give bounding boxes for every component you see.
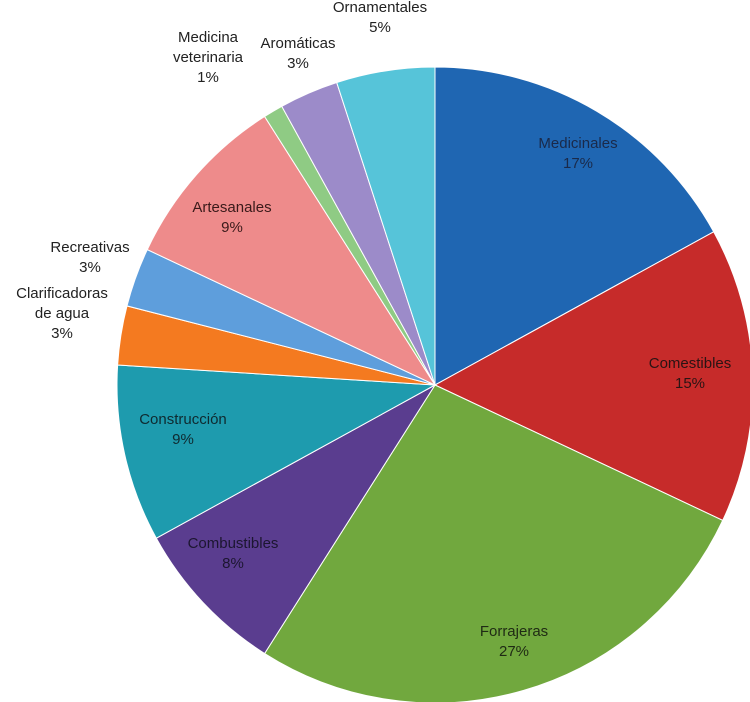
- pie-slice-1: [433, 231, 750, 522]
- slice-label-7: Artesanales 9%: [192, 199, 271, 236]
- pie-slice-3: [155, 384, 436, 655]
- slice-label-3: Combustibles 8%: [188, 535, 279, 572]
- pie-slices: [116, 66, 750, 702]
- slice-label-0: Medicinales 17%: [538, 135, 617, 172]
- slice-label-10: Ornamentales 5%: [333, 0, 427, 36]
- slice-label-6: Recreativas 3%: [50, 239, 129, 276]
- pie-labels: Medicinales 17% Comestibles 15% Forrajeras 27…: [16, 0, 731, 660]
- pie-slice-7: [146, 115, 437, 387]
- slice-label-2: Forrajeras 27%: [480, 623, 548, 660]
- slice-label-1: Comestibles 15%: [649, 355, 732, 392]
- slice-label-5: Clarificadoras de agua 3%: [16, 285, 108, 342]
- pie-slice-0: [434, 66, 715, 386]
- pie-slice-10: [336, 66, 436, 386]
- slice-label-4: Construcción 9%: [139, 411, 227, 448]
- pie-slice-2: [263, 384, 724, 702]
- slice-label-8: Medicina veterinaria 1%: [173, 29, 244, 86]
- pie-slice-4: [116, 364, 437, 539]
- slice-label-9: Aromáticas 3%: [260, 35, 335, 72]
